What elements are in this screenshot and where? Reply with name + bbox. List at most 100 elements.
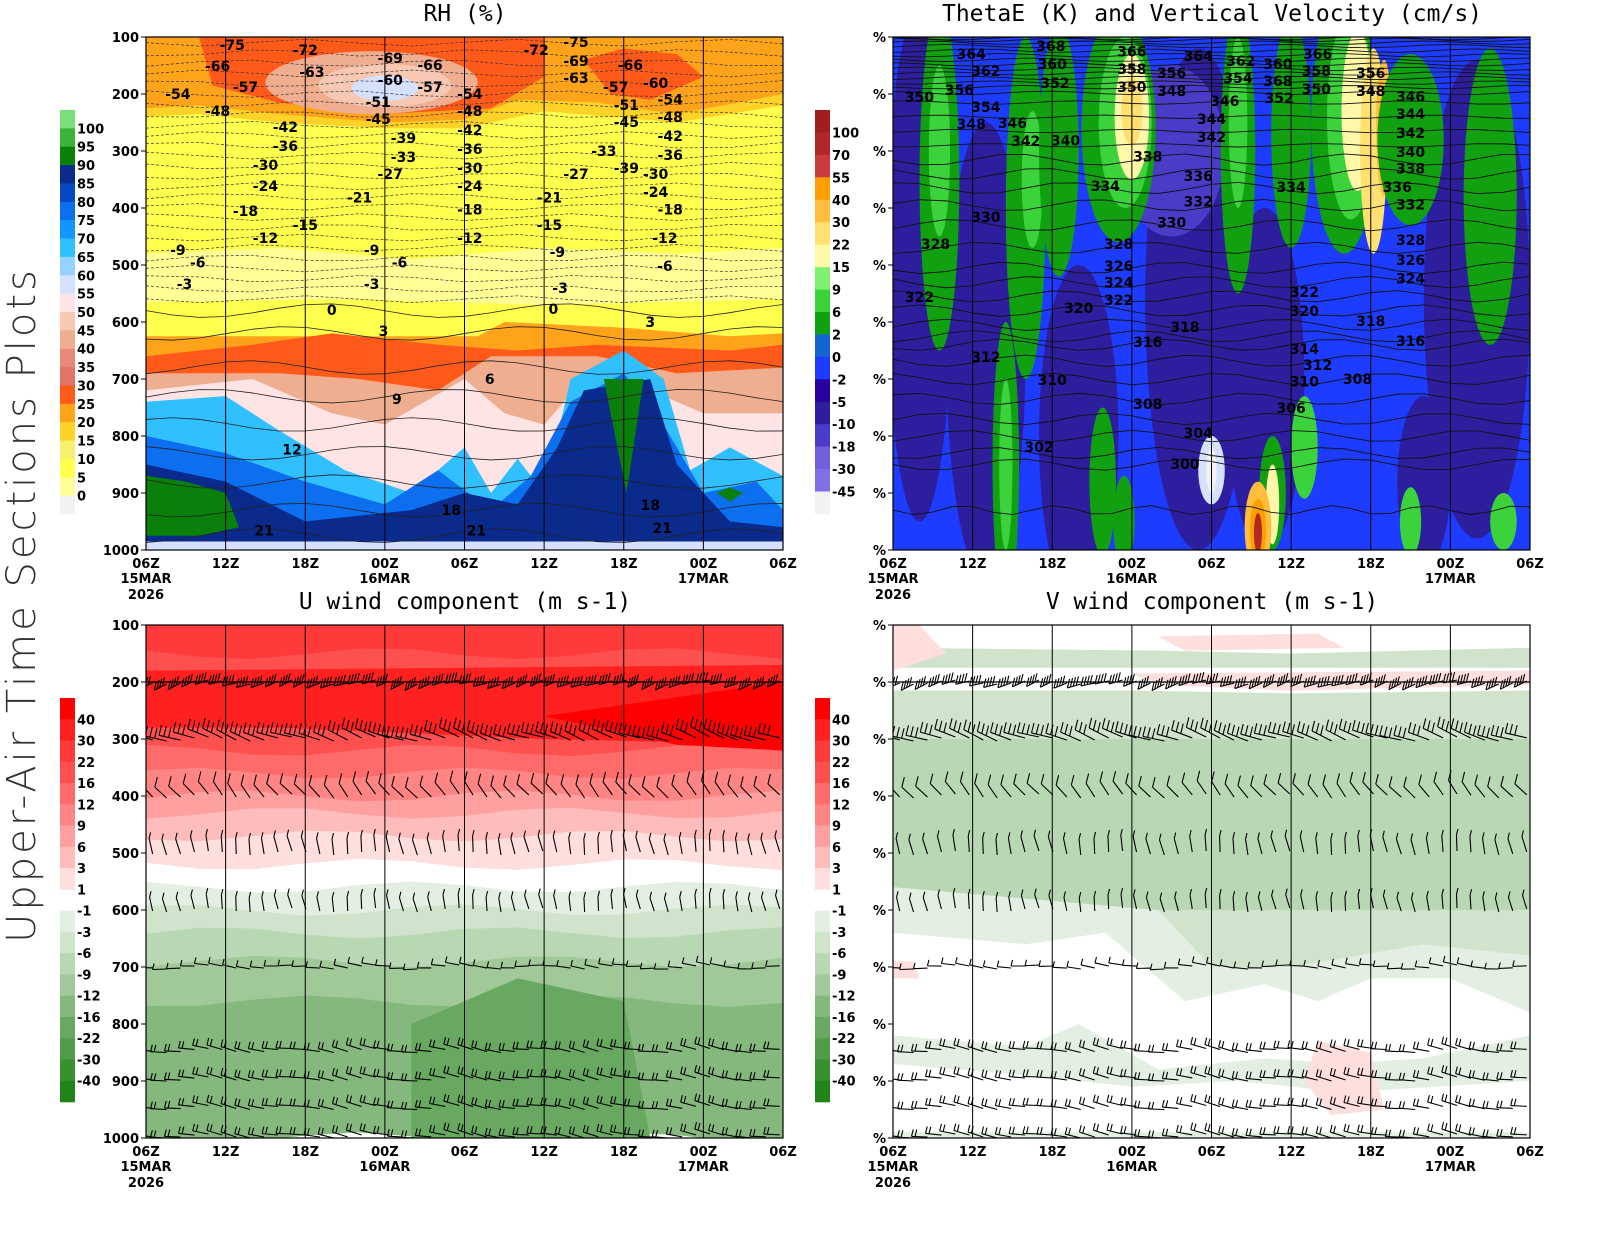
wind-barb xyxy=(1428,672,1444,685)
barb-tick xyxy=(1106,1037,1110,1045)
barb-tick xyxy=(472,677,477,687)
barb-staff xyxy=(373,1075,390,1079)
barb-staff xyxy=(1357,835,1361,852)
barb-staff xyxy=(1461,781,1472,796)
barb-tick xyxy=(599,1039,603,1047)
wind-barb xyxy=(1395,832,1402,855)
barb-staff xyxy=(1494,898,1500,913)
barb-tick xyxy=(1304,1098,1308,1106)
barb-tick xyxy=(1263,725,1267,736)
barb-staff xyxy=(279,782,293,795)
barb-tick xyxy=(261,1069,265,1077)
barb-tick xyxy=(1218,1068,1221,1076)
barb-tick xyxy=(293,725,297,736)
barb-staff xyxy=(338,783,349,798)
barb-staff xyxy=(1330,1131,1346,1138)
wind-barb xyxy=(568,1097,585,1111)
barb-tick xyxy=(915,776,919,787)
wind-barb xyxy=(250,675,265,689)
barb-tick xyxy=(292,1041,296,1049)
barb-tick xyxy=(554,1040,558,1049)
wind-barb xyxy=(554,1040,571,1053)
barb-tick xyxy=(1222,724,1227,735)
barb-staff xyxy=(557,682,571,688)
wind-barb xyxy=(1425,831,1430,854)
barb-tick xyxy=(516,725,520,736)
wind-barb xyxy=(899,963,914,971)
barb-tick xyxy=(156,679,160,690)
barb-tick xyxy=(997,678,1001,688)
contour-label: 330 xyxy=(1157,215,1186,231)
wind-barb xyxy=(591,718,613,739)
barb-tick xyxy=(1166,775,1171,786)
wind-barb xyxy=(512,1098,529,1107)
barb-staff xyxy=(774,836,781,852)
barb-tick xyxy=(1237,775,1241,786)
barb-tick xyxy=(749,1100,753,1108)
wind-barb xyxy=(1066,960,1081,970)
barb-staff xyxy=(385,836,391,853)
y-tick-label: 700 xyxy=(112,961,139,976)
barb-tick xyxy=(321,1127,324,1136)
wind-barb xyxy=(206,1066,223,1079)
barb-tick xyxy=(738,1044,742,1052)
colorbar-label: 9 xyxy=(77,820,86,835)
barb-staff xyxy=(953,1101,970,1108)
barb-staff xyxy=(1107,835,1110,852)
contour-label: 326 xyxy=(1104,259,1133,275)
colorbar-label: 9 xyxy=(832,284,841,299)
isotherm-line xyxy=(146,295,783,303)
barb-tick xyxy=(521,675,525,685)
barb-tick xyxy=(1048,889,1051,896)
wind-barb xyxy=(1468,1126,1485,1138)
barb-tick xyxy=(896,727,900,738)
barb-tick xyxy=(910,726,914,737)
barb-tick xyxy=(548,674,553,685)
wind-barb xyxy=(924,1069,942,1079)
barb-tick xyxy=(189,830,193,837)
barb-tick xyxy=(1175,1067,1179,1076)
barb-staff xyxy=(457,893,460,909)
wind-barb xyxy=(690,716,711,738)
barb-tick xyxy=(1175,1039,1179,1047)
barb-tick xyxy=(1325,719,1330,730)
barb-tick xyxy=(493,723,497,735)
y-tick-label: 100 xyxy=(112,619,139,634)
barb-tick xyxy=(317,1127,321,1135)
barb-tick xyxy=(1360,1068,1364,1076)
barb-staff xyxy=(1485,683,1500,691)
barb-tick xyxy=(140,1071,142,1078)
barb-tick xyxy=(148,832,152,839)
barb-staff xyxy=(182,783,195,796)
barb-tick xyxy=(1379,725,1383,736)
barb-tick xyxy=(1258,724,1263,735)
barb-tick xyxy=(543,1126,547,1134)
barb-staff xyxy=(1093,1129,1109,1136)
barb-tick xyxy=(1235,1128,1239,1136)
barb-staff xyxy=(1079,1074,1095,1081)
barb-tick xyxy=(427,891,430,898)
barb-staff xyxy=(1012,680,1026,688)
wind-barb xyxy=(893,1107,900,1110)
barb-tick xyxy=(457,719,462,731)
barb-tick xyxy=(887,679,889,688)
contour-label: 322 xyxy=(1290,285,1319,301)
wind-barb xyxy=(345,1123,362,1136)
barb-tick xyxy=(1125,676,1130,686)
barb-tick xyxy=(1472,1099,1475,1107)
wind-barb xyxy=(1398,1101,1416,1111)
barb-staff xyxy=(897,1108,914,1111)
wind-barb xyxy=(694,1064,711,1078)
y-tick-label: % xyxy=(873,790,886,805)
barb-tick xyxy=(1441,1064,1445,1073)
barb-tick xyxy=(150,1044,153,1052)
wind-barb xyxy=(635,830,641,853)
barb-tick xyxy=(278,1040,282,1049)
barb-tick xyxy=(200,673,204,683)
barb-staff xyxy=(583,838,586,856)
x-tick-label: 18Z xyxy=(610,557,638,572)
barb-tick xyxy=(1040,725,1044,736)
barb-staff xyxy=(1003,731,1026,739)
barb-staff xyxy=(1176,1074,1193,1079)
barb-tick xyxy=(1052,961,1055,968)
